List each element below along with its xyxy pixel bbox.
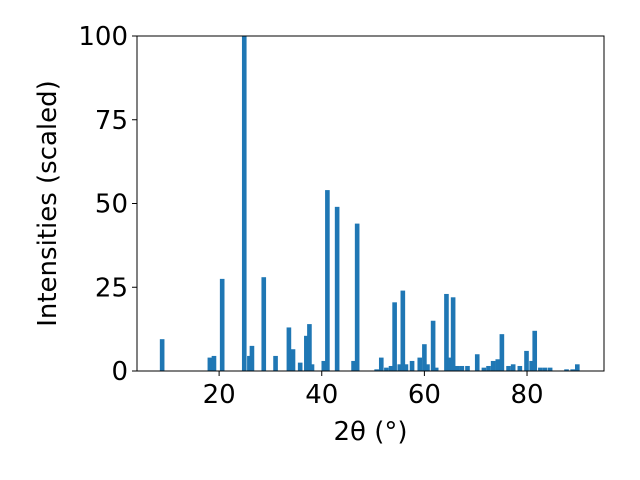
bar bbox=[378, 357, 384, 371]
x-tick-label: 80 bbox=[510, 380, 543, 410]
bar bbox=[490, 360, 496, 371]
x-tick-label: 40 bbox=[305, 380, 338, 410]
bar bbox=[309, 364, 315, 371]
bar bbox=[374, 369, 379, 371]
bar bbox=[524, 350, 529, 371]
bar bbox=[474, 354, 480, 371]
bar bbox=[247, 355, 252, 371]
plot-frame bbox=[136, 35, 605, 372]
bar bbox=[529, 360, 534, 371]
y-tick-label: 75 bbox=[95, 106, 128, 136]
bar bbox=[510, 364, 516, 371]
bar bbox=[273, 355, 278, 371]
bar bbox=[425, 364, 430, 371]
bar bbox=[384, 367, 389, 371]
bar bbox=[450, 297, 456, 371]
y-tick-label: 25 bbox=[95, 273, 128, 303]
bar bbox=[400, 290, 406, 371]
bar bbox=[564, 369, 569, 371]
bar bbox=[409, 360, 415, 371]
bar bbox=[297, 362, 303, 372]
y-tick-label: 100 bbox=[78, 22, 128, 52]
bar bbox=[286, 327, 292, 371]
bar bbox=[517, 365, 523, 371]
bar bbox=[290, 349, 296, 371]
bar bbox=[532, 330, 538, 371]
bar bbox=[444, 293, 449, 371]
bar bbox=[325, 190, 330, 371]
bar bbox=[392, 302, 397, 371]
bar bbox=[465, 365, 470, 371]
ticks-layer: 20 40 60 80 0 25 50 75 100 bbox=[78, 22, 543, 410]
y-tick-label: 50 bbox=[95, 190, 128, 220]
bar bbox=[499, 334, 505, 371]
bar bbox=[321, 360, 327, 371]
bar bbox=[447, 357, 452, 371]
bar bbox=[422, 344, 427, 371]
y-axis-label: Intensities (scaled) bbox=[33, 80, 63, 327]
bar bbox=[538, 367, 543, 371]
bar bbox=[403, 364, 409, 371]
bar bbox=[506, 365, 511, 371]
bar bbox=[351, 360, 356, 371]
bar bbox=[159, 339, 165, 371]
x-axis-label: 2θ (°) bbox=[333, 417, 407, 447]
x-tick-label: 60 bbox=[408, 380, 441, 410]
bar bbox=[388, 365, 394, 371]
bar bbox=[547, 367, 553, 371]
bar bbox=[570, 369, 576, 371]
bar bbox=[334, 206, 340, 371]
bar bbox=[459, 365, 465, 371]
bar bbox=[261, 277, 267, 371]
bar bbox=[207, 357, 213, 371]
bar bbox=[575, 364, 580, 371]
bar bbox=[542, 367, 548, 371]
bar bbox=[354, 223, 360, 371]
bars-layer bbox=[159, 36, 580, 372]
bar bbox=[241, 36, 247, 371]
bar bbox=[249, 345, 255, 372]
bar bbox=[486, 365, 491, 371]
bar bbox=[481, 367, 487, 371]
y-tick-label: 0 bbox=[111, 357, 128, 387]
bar bbox=[417, 357, 423, 371]
bar bbox=[211, 355, 217, 371]
bar bbox=[433, 367, 439, 371]
bar bbox=[430, 320, 436, 371]
bar bbox=[397, 364, 403, 371]
bar bbox=[454, 365, 460, 371]
bar bbox=[495, 359, 501, 371]
x-tick-label: 20 bbox=[203, 380, 236, 410]
bar bbox=[307, 324, 312, 371]
bar bbox=[304, 335, 309, 371]
bar bbox=[219, 278, 225, 372]
